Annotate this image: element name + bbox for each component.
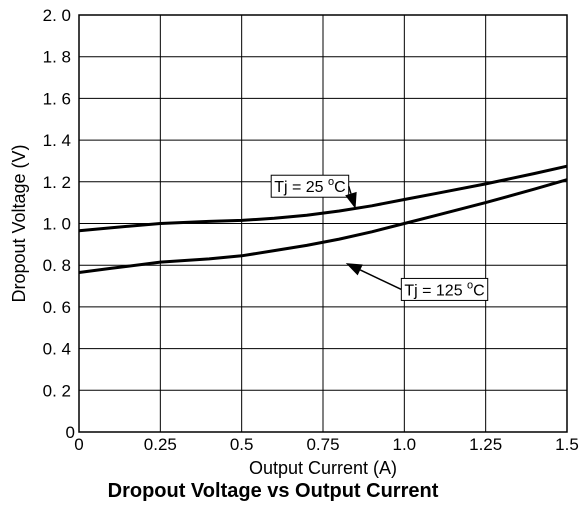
y-tick-label: 0. 6 xyxy=(43,298,71,317)
y-axis-title: Dropout Voltage (V) xyxy=(9,144,29,302)
degree-mark: o xyxy=(467,279,473,291)
callout-arrow-shaft xyxy=(347,186,352,194)
unit-label: C xyxy=(334,179,346,196)
x-tick-label: 1.25 xyxy=(469,435,502,454)
x-tick-label: 1.5 xyxy=(555,435,579,454)
x-tick-label: 0.25 xyxy=(144,435,177,454)
y-tick-label: 1. 2 xyxy=(43,173,71,192)
y-tick-label: 0. 2 xyxy=(43,381,71,400)
series-curves xyxy=(78,164,568,274)
series-label-text: Tj = 125 xyxy=(404,282,467,299)
x-tick-labels: 0 0.25 0.5 0.75 1.0 1.25 1.5 xyxy=(74,435,579,454)
x-axis-title: Output Current (A) xyxy=(249,458,397,478)
y-tick-label: 1. 4 xyxy=(43,131,71,150)
x-tick-label: 1.0 xyxy=(393,435,417,454)
y-tick-label: 2. 0 xyxy=(43,6,71,25)
series-line-1 xyxy=(78,178,568,274)
x-tick-label: 0.75 xyxy=(306,435,339,454)
unit-label: C xyxy=(473,282,485,299)
x-tick-label: 0 xyxy=(74,435,83,454)
plot-area-frame xyxy=(78,14,568,433)
x-tick-label: 0.5 xyxy=(230,435,254,454)
y-tick-label: 1. 8 xyxy=(43,48,71,67)
y-tick-label: 0. 8 xyxy=(43,256,71,275)
callout-arrow-head xyxy=(345,263,363,276)
y-tick-labels: 0 0. 2 0. 4 0. 6 0. 8 1. 0 1. 2 1. 4 1. 6 1. 8 2. … xyxy=(43,6,75,442)
degree-mark: o xyxy=(328,176,334,188)
y-tick-label: 0. 4 xyxy=(43,340,71,359)
chart-title: Dropout Voltage vs Output Current xyxy=(108,480,439,502)
series-line-0 xyxy=(78,164,568,233)
series-label-text: Tj = 25 xyxy=(274,179,328,196)
y-tick-label: 1. 0 xyxy=(43,215,71,234)
y-tick-label: 0 xyxy=(66,423,75,442)
callout-arrow-shaft xyxy=(359,269,402,291)
series-label: Tj = 25 oC xyxy=(274,176,346,196)
series-callout: Tj = 25 oC xyxy=(270,174,357,209)
callout-arrow-head xyxy=(345,191,357,209)
y-tick-label: 1. 6 xyxy=(43,89,71,108)
series-label: Tj = 125 oC xyxy=(404,279,484,299)
series-callout: Tj = 125 oC xyxy=(345,263,489,301)
